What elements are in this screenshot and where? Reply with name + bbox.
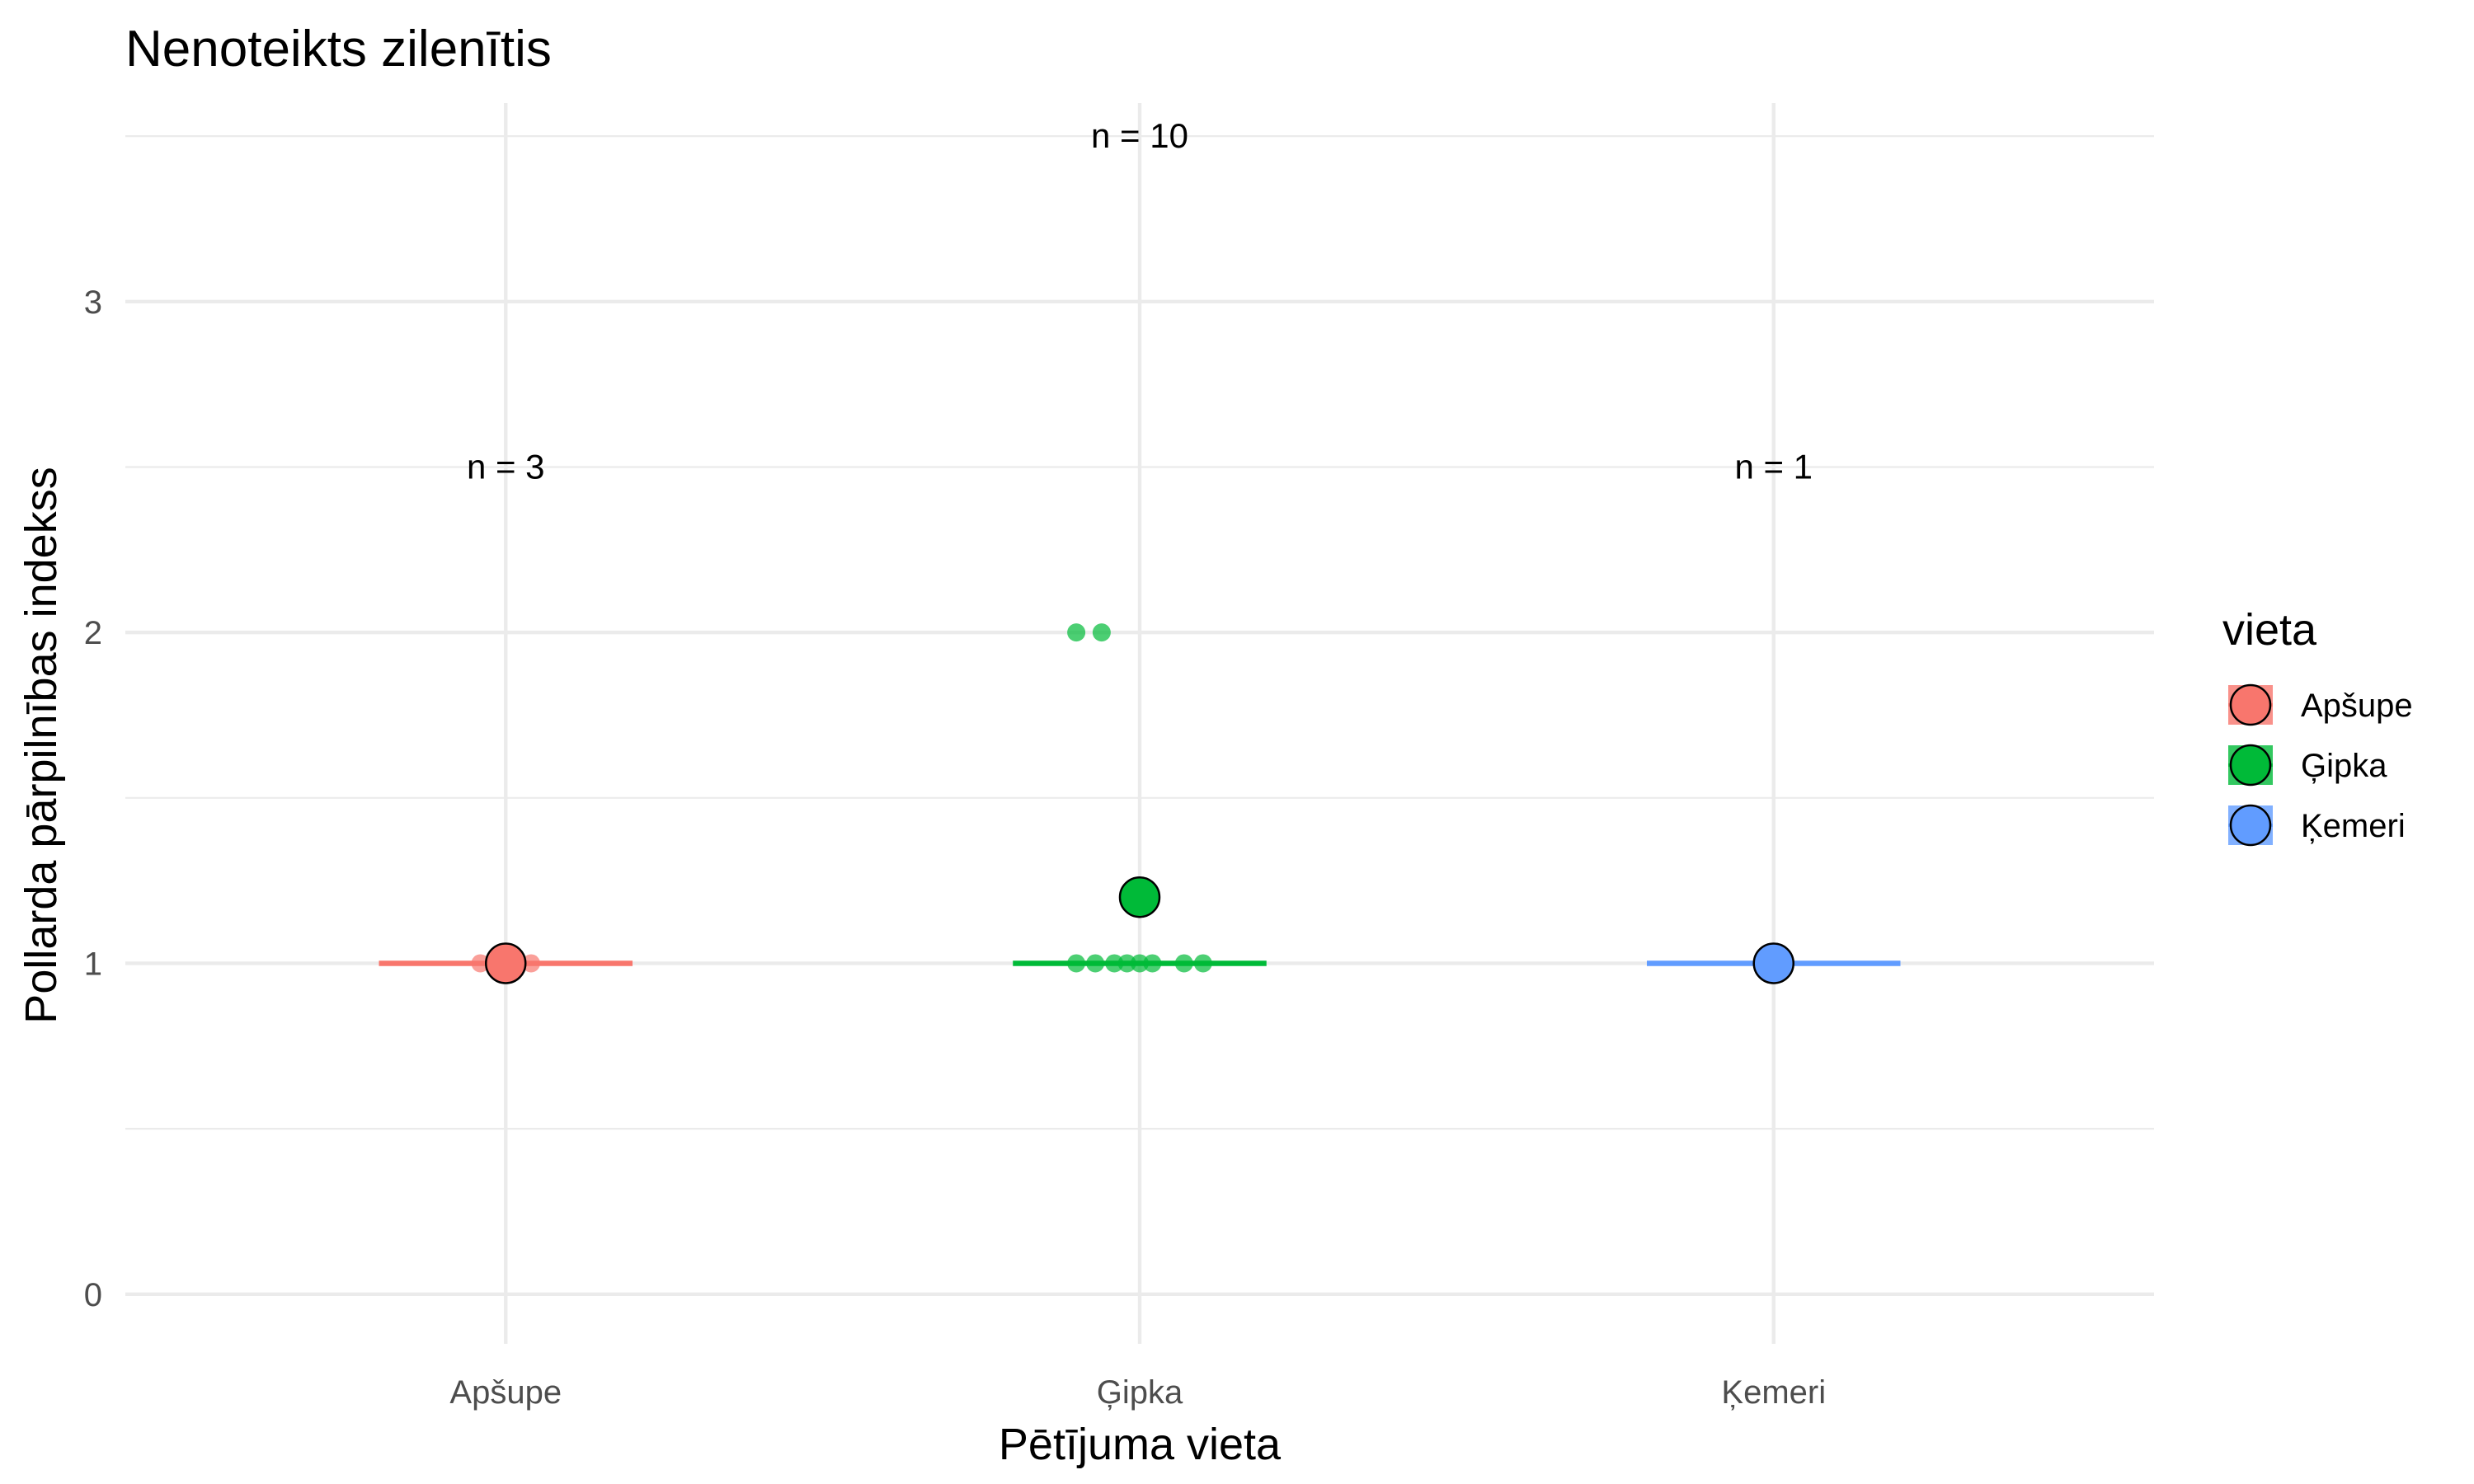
mean-point bbox=[1752, 942, 1794, 984]
x-tick-label: Apšupe bbox=[449, 1374, 562, 1411]
x-tick-label: Ģipka bbox=[1097, 1374, 1183, 1411]
data-point bbox=[1193, 954, 1212, 973]
data-point bbox=[1131, 954, 1149, 973]
x-tick-label: Ķemeri bbox=[1721, 1374, 1826, 1411]
y-tick-label: 1 bbox=[84, 946, 102, 982]
sample-size-label: n = 1 bbox=[1734, 447, 1813, 486]
major-gridlines bbox=[125, 103, 2154, 1344]
legend-label: Ģipka bbox=[2301, 748, 2387, 784]
n-labels: n = 3 n = 10 n = 1 bbox=[467, 116, 1813, 486]
sample-size-label: n = 3 bbox=[467, 447, 545, 486]
data-point bbox=[1174, 954, 1193, 973]
y-tick-label: 2 bbox=[84, 615, 102, 651]
y-tick-label: 0 bbox=[84, 1277, 102, 1313]
x-tick-labels: Apšupe Ģipka Ķemeri bbox=[449, 1374, 1826, 1411]
data-point bbox=[1086, 954, 1105, 973]
y-tick-label: 3 bbox=[84, 284, 102, 321]
legend-label: Apšupe bbox=[2301, 688, 2413, 724]
data-point bbox=[1117, 954, 1136, 973]
data-point bbox=[1143, 954, 1162, 973]
data-point bbox=[1067, 623, 1086, 642]
legend-key-point bbox=[2229, 683, 2272, 726]
chart-title: Nenoteikts zilenītis bbox=[125, 21, 552, 77]
sample-size-label: n = 10 bbox=[1091, 116, 1188, 155]
y-axis-title: Pollarda pārpilnības indekss bbox=[16, 467, 66, 1023]
legend-label: Ķemeri bbox=[2301, 808, 2406, 844]
data-point bbox=[1105, 954, 1124, 973]
legend-key-point bbox=[2229, 804, 2272, 847]
mean-point bbox=[485, 942, 527, 984]
data-point bbox=[522, 954, 540, 973]
legend-title: vieta bbox=[2222, 605, 2317, 655]
mean-point bbox=[1118, 876, 1161, 918]
x-axis-title: Pētījuma vieta bbox=[999, 1420, 1282, 1469]
data-point bbox=[1067, 954, 1086, 973]
legend-items: Apšupe Ģipka Ķemeri bbox=[2228, 683, 2413, 847]
data-point bbox=[471, 954, 490, 973]
y-tick-labels: 0 1 2 3 bbox=[84, 284, 102, 1313]
legend-key-point bbox=[2229, 744, 2272, 787]
data-point bbox=[1092, 623, 1111, 642]
mean-points bbox=[485, 876, 1794, 984]
legend: vieta Apšupe Ģipka Ķemeri bbox=[2222, 605, 2413, 847]
